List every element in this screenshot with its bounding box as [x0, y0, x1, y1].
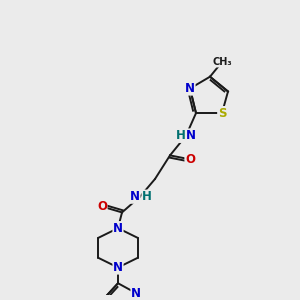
Text: S: S	[218, 106, 226, 120]
Text: N: N	[186, 129, 196, 142]
Text: N: N	[113, 222, 123, 235]
Text: N: N	[185, 82, 195, 95]
Text: N: N	[131, 286, 141, 300]
Text: CH₃: CH₃	[212, 57, 232, 67]
Text: HN: HN	[176, 129, 196, 142]
Text: H: H	[142, 190, 152, 203]
Text: O: O	[185, 153, 195, 166]
Text: H: H	[176, 129, 186, 142]
Text: N: N	[130, 190, 140, 203]
Text: O: O	[97, 200, 107, 213]
Text: N: N	[113, 261, 123, 274]
